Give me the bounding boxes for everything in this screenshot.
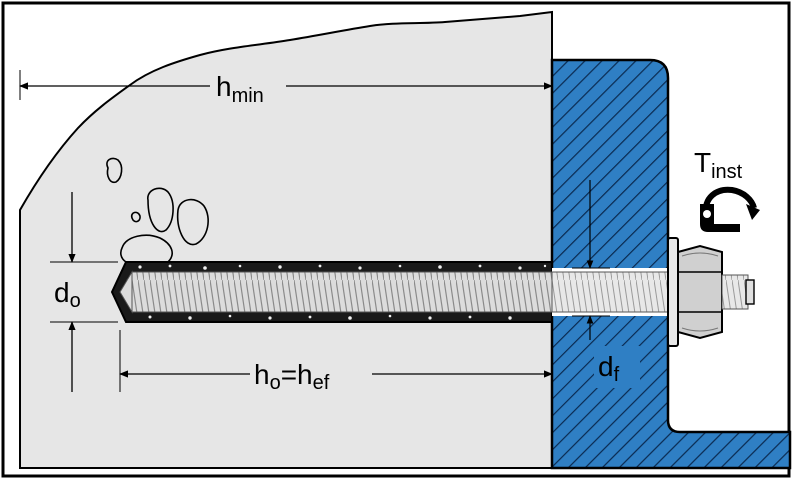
concrete-base-material [19, 10, 553, 469]
concrete-aggregate-stones [106, 157, 209, 263]
torque-wrench-icon [700, 186, 760, 232]
threaded-rod-embedded [131, 271, 553, 313]
label-h-o-h-ef: ho=hef [254, 359, 330, 394]
dimension-d-f [572, 180, 610, 340]
threaded-rod-through-fixture [551, 271, 669, 313]
dimension-h-o-h-ef [119, 330, 553, 392]
label-d-f: df [598, 351, 620, 386]
label-d-o: do [54, 277, 81, 312]
washer [667, 237, 679, 347]
label-h-min: hmin [216, 71, 264, 107]
hex-nut [677, 244, 723, 340]
mortar-speckles [120, 264, 547, 320]
rod-protruding-end [721, 274, 749, 310]
label-t-inst: Tinst [694, 147, 743, 183]
dimension-h-min [19, 70, 553, 100]
label-d-f-background [594, 346, 640, 388]
dimension-d-o [50, 192, 118, 392]
threaded-rod-tip [119, 270, 133, 314]
rod-end-cap [745, 279, 755, 305]
